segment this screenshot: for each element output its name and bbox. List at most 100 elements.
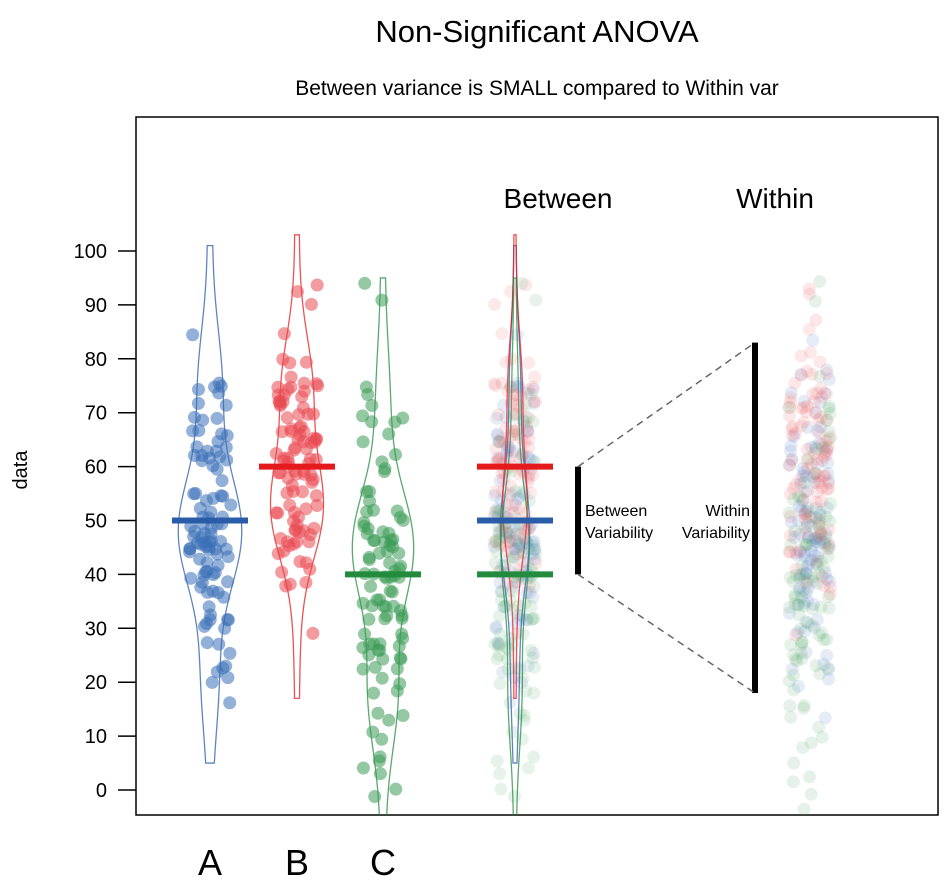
between-point <box>492 505 506 519</box>
between-point <box>496 665 510 679</box>
between-point <box>520 424 534 438</box>
within-point <box>808 467 822 481</box>
between-point <box>524 599 538 613</box>
within-point <box>794 477 808 491</box>
point-C <box>362 612 376 626</box>
within-point <box>795 402 809 416</box>
within-point <box>817 579 831 593</box>
between-point <box>506 409 520 423</box>
between-point <box>516 627 530 641</box>
between-point <box>507 388 521 402</box>
within-point <box>801 581 815 595</box>
point-C <box>390 504 404 518</box>
within-point <box>799 525 813 539</box>
within-point <box>810 613 824 627</box>
point-B <box>302 535 316 549</box>
point-B <box>297 384 311 398</box>
within-point <box>786 575 800 589</box>
between-point <box>526 612 540 626</box>
within-point <box>783 487 797 501</box>
point-C <box>368 789 382 803</box>
within-point <box>809 557 823 571</box>
between-point <box>507 550 521 564</box>
within-point <box>799 469 813 483</box>
within-point <box>804 544 818 558</box>
within-point <box>811 550 825 564</box>
within-point <box>789 628 803 642</box>
point-B <box>299 355 313 369</box>
within-point <box>815 730 829 744</box>
point-A <box>208 566 222 580</box>
within-point <box>782 506 796 520</box>
within-point <box>811 457 825 471</box>
between-point <box>503 489 517 503</box>
between-point <box>490 427 504 441</box>
within-point <box>798 485 812 499</box>
within-point <box>797 699 811 713</box>
between-point <box>490 754 504 768</box>
between-point <box>514 675 528 689</box>
within-point <box>822 541 836 555</box>
point-A <box>215 474 229 488</box>
between-point <box>513 662 527 676</box>
within-point <box>809 313 823 327</box>
within-point <box>820 572 834 586</box>
within-point <box>799 615 813 629</box>
within-point <box>817 657 831 671</box>
between-point <box>508 789 522 803</box>
within-point <box>800 538 814 552</box>
point-C <box>383 538 397 552</box>
between-point <box>521 523 535 537</box>
between-point <box>526 611 540 625</box>
between-point <box>518 399 532 413</box>
within-point <box>793 584 807 598</box>
between-point <box>490 544 504 558</box>
within-point <box>799 512 813 526</box>
chart-title: Non-Significant ANOVA <box>375 14 699 49</box>
within-point <box>805 367 819 381</box>
point-A <box>202 543 216 557</box>
between-point <box>513 452 527 466</box>
within-point <box>799 405 813 419</box>
within-point <box>823 430 837 444</box>
between-point <box>492 609 506 623</box>
within-point <box>795 559 809 573</box>
within-point <box>821 661 835 675</box>
between-point <box>525 535 539 549</box>
within-point <box>819 434 833 448</box>
between-point <box>492 435 506 449</box>
within-point <box>821 467 835 481</box>
within-point <box>787 429 801 443</box>
within-point <box>815 453 829 467</box>
between-point <box>499 448 513 462</box>
within-point <box>788 524 802 538</box>
within-point <box>801 531 815 545</box>
between-point <box>504 478 518 492</box>
within-point <box>787 648 801 662</box>
within-point <box>822 539 836 553</box>
between-point <box>522 761 536 775</box>
between-point <box>503 696 517 710</box>
within-point <box>818 566 832 580</box>
point-C <box>375 293 389 307</box>
within-point <box>810 424 824 438</box>
within-point <box>810 577 824 591</box>
within-point <box>784 391 798 405</box>
point-C <box>358 627 372 641</box>
between-point <box>518 596 532 610</box>
point-B <box>284 380 298 394</box>
within-point <box>801 501 815 515</box>
point-A <box>215 427 229 441</box>
within-point <box>800 594 814 608</box>
between-point <box>527 646 541 660</box>
within-point <box>803 345 817 359</box>
point-A <box>224 498 238 512</box>
within-point <box>783 409 797 423</box>
between-point <box>529 556 543 570</box>
between-point <box>493 575 507 589</box>
within-point <box>795 590 809 604</box>
within-point <box>811 413 825 427</box>
between-point <box>493 677 507 691</box>
within-point <box>801 451 815 465</box>
point-A <box>221 575 235 589</box>
